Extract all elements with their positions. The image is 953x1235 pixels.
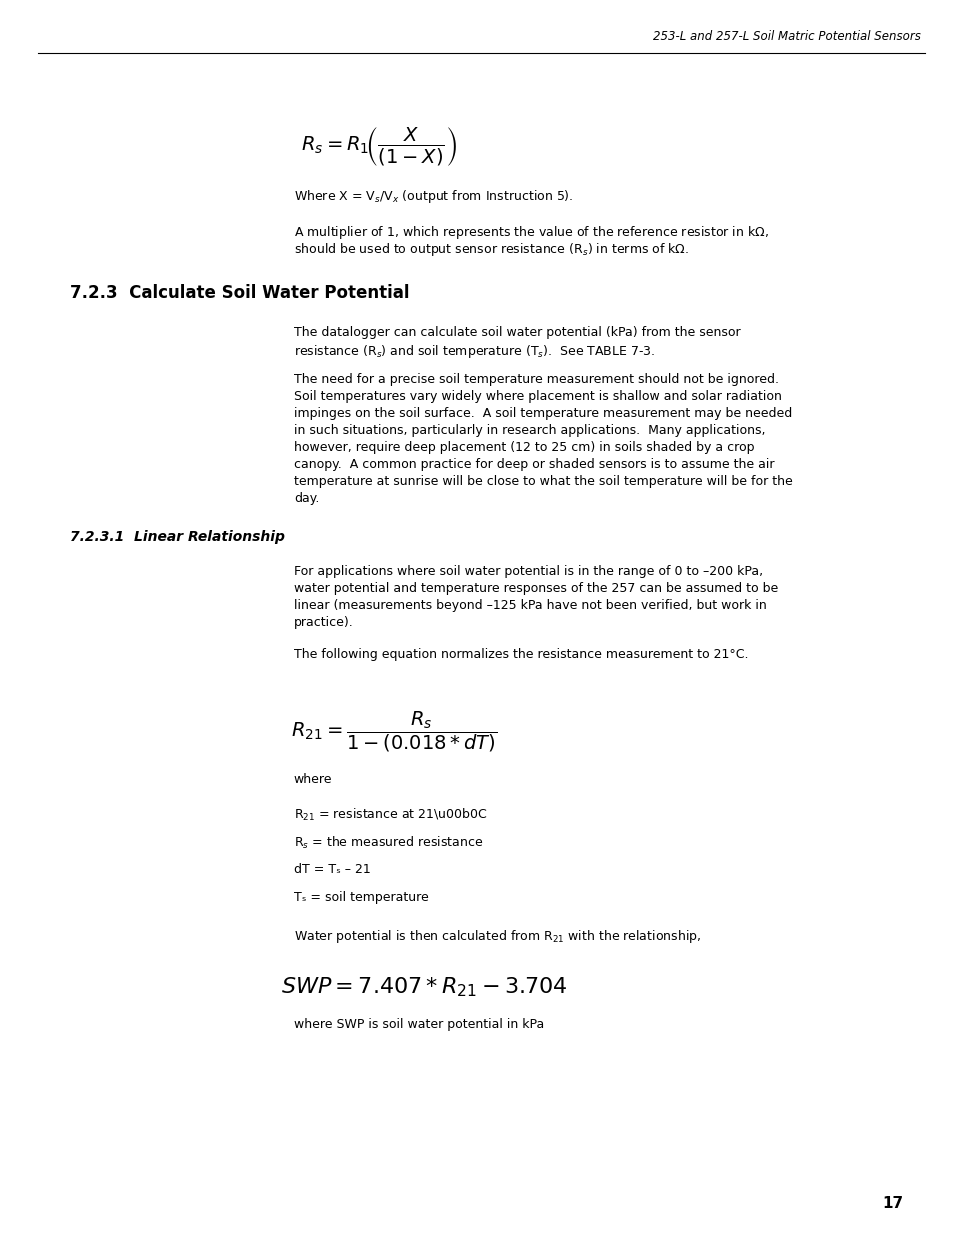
Text: $R_{s} = R_{1}\!\left(\dfrac{X}{(1-X)}\right)$: $R_{s} = R_{1}\!\left(\dfrac{X}{(1-X)}\r… bbox=[300, 125, 456, 168]
Text: canopy.  A common practice for deep or shaded sensors is to assume the air: canopy. A common practice for deep or sh… bbox=[294, 458, 774, 471]
Text: however, require deep placement (12 to 25 cm) in soils shaded by a crop: however, require deep placement (12 to 2… bbox=[294, 441, 754, 454]
Text: 7.2.3  Calculate Soil Water Potential: 7.2.3 Calculate Soil Water Potential bbox=[70, 284, 409, 303]
Text: impinges on the soil surface.  A soil temperature measurement may be needed: impinges on the soil surface. A soil tem… bbox=[294, 408, 791, 420]
Text: should be used to output sensor resistance (R$_s$) in terms of k$\Omega$.: should be used to output sensor resistan… bbox=[294, 241, 688, 258]
Text: practice).: practice). bbox=[294, 616, 354, 629]
Text: day.: day. bbox=[294, 492, 319, 505]
Text: where SWP is soil water potential in kPa: where SWP is soil water potential in kPa bbox=[294, 1018, 543, 1031]
Text: The datalogger can calculate soil water potential (kPa) from the sensor: The datalogger can calculate soil water … bbox=[294, 326, 740, 338]
Text: in such situations, particularly in research applications.  Many applications,: in such situations, particularly in rese… bbox=[294, 424, 764, 437]
Text: For applications where soil water potential is in the range of 0 to –200 kPa,: For applications where soil water potent… bbox=[294, 564, 762, 578]
Text: 7.2.3.1  Linear Relationship: 7.2.3.1 Linear Relationship bbox=[70, 530, 284, 543]
Text: 253-L and 257-L Soil Matric Potential Sensors: 253-L and 257-L Soil Matric Potential Se… bbox=[652, 30, 920, 43]
Text: linear (measurements beyond –125 kPa have not been verified, but work in: linear (measurements beyond –125 kPa hav… bbox=[294, 599, 766, 613]
Text: water potential and temperature responses of the 257 can be assumed to be: water potential and temperature response… bbox=[294, 582, 778, 595]
Text: temperature at sunrise will be close to what the soil temperature will be for th: temperature at sunrise will be close to … bbox=[294, 475, 792, 488]
Text: Water potential is then calculated from R$_{21}$ with the relationship,: Water potential is then calculated from … bbox=[294, 927, 700, 945]
Text: $R_{21} = \dfrac{R_s}{1-(0.018*dT)}$: $R_{21} = \dfrac{R_s}{1-(0.018*dT)}$ bbox=[291, 710, 497, 755]
Text: The following equation normalizes the resistance measurement to 21°C.: The following equation normalizes the re… bbox=[294, 648, 747, 661]
Text: Soil temperatures vary widely where placement is shallow and solar radiation: Soil temperatures vary widely where plac… bbox=[294, 390, 781, 403]
Text: R$_{21}$ = resistance at 21\u00b0C: R$_{21}$ = resistance at 21\u00b0C bbox=[294, 806, 487, 823]
Text: dT = Tₛ – 21: dT = Tₛ – 21 bbox=[294, 863, 370, 876]
Text: resistance (R$_s$) and soil temperature (T$_s$).  See TABLE 7-3.: resistance (R$_s$) and soil temperature … bbox=[294, 343, 655, 359]
Text: A multiplier of 1, which represents the value of the reference resistor in k$\Om: A multiplier of 1, which represents the … bbox=[294, 224, 768, 241]
Text: Where X = V$_s$/V$_x$ (output from Instruction 5).: Where X = V$_s$/V$_x$ (output from Instr… bbox=[294, 188, 573, 205]
Text: R$_s$ = the measured resistance: R$_s$ = the measured resistance bbox=[294, 835, 482, 851]
Text: where: where bbox=[294, 773, 332, 785]
Text: 17: 17 bbox=[882, 1195, 902, 1212]
Text: $\mathit{SWP} = 7.407 * R_{21} - 3.704$: $\mathit{SWP} = 7.407 * R_{21} - 3.704$ bbox=[281, 974, 567, 999]
Text: The need for a precise soil temperature measurement should not be ignored.: The need for a precise soil temperature … bbox=[294, 373, 778, 387]
Text: Tₛ = soil temperature: Tₛ = soil temperature bbox=[294, 890, 428, 904]
